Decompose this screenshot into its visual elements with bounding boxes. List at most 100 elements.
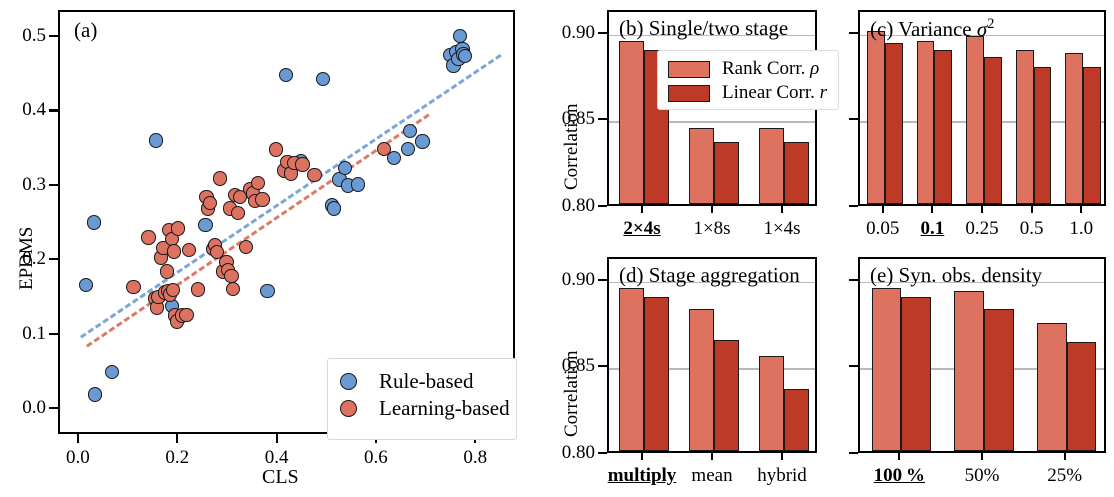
scatter-point xyxy=(198,217,213,232)
bar-y-tick-label: 0.85 xyxy=(561,108,595,130)
scatter-point xyxy=(126,280,141,295)
bar xyxy=(1066,341,1097,451)
sigma-symbol: σ xyxy=(976,17,988,41)
panel-e-title: (e) Syn. obs. density xyxy=(870,263,1043,287)
scatter-y-tick-label: 0.2 xyxy=(22,248,46,270)
scatter-point xyxy=(159,264,174,279)
bar-category-label: 2×4s xyxy=(623,218,661,239)
legend-marker-icon xyxy=(340,400,357,417)
bar-y-tick xyxy=(849,452,858,455)
panel-a-title: (a) xyxy=(74,18,98,42)
bar xyxy=(866,30,885,204)
bar-x-tick xyxy=(981,453,983,460)
scatter-y-tick-label: 0.0 xyxy=(22,396,46,418)
bar-category-label: 100 % xyxy=(873,465,925,486)
panel-b-bars: (b) Single/two stage Correlation 2×4s 1×8… xyxy=(545,0,839,250)
panel-c-title: (c) Variance σ2 xyxy=(870,16,994,42)
scatter-point xyxy=(307,167,322,183)
bar-category-label: 0.5 xyxy=(1019,218,1044,239)
bar-y-tick xyxy=(598,118,607,121)
scatter-y-tick-label: 0.4 xyxy=(22,99,46,121)
scatter-point xyxy=(255,192,270,207)
scatter-point xyxy=(250,175,265,191)
bar-x-tick xyxy=(711,206,713,213)
bar xyxy=(714,340,740,451)
panel-d-plot-area xyxy=(607,257,817,453)
scatter-legend-item: Rule-based xyxy=(340,368,500,395)
bar-category-label: 50% xyxy=(964,465,1000,486)
bar-y-tick xyxy=(849,31,858,34)
bar-category-label: 1.0 xyxy=(1069,218,1094,239)
bar xyxy=(916,40,935,204)
scatter-point xyxy=(268,142,284,157)
bar-x-tick xyxy=(641,453,643,460)
scatter-point xyxy=(166,283,181,298)
trendline-rule-based xyxy=(79,54,502,339)
scatter-point xyxy=(179,307,194,322)
scatter-legend: Rule-based Learning-based xyxy=(327,358,517,440)
scatter-x-tick-label: 0.2 xyxy=(165,447,190,468)
scatter-legend-item: Learning-based xyxy=(340,395,510,422)
panel-b-title: (b) Single/two stage xyxy=(619,16,789,40)
scatter-point xyxy=(415,134,430,149)
scatter-point xyxy=(167,244,182,259)
bar-y-tick xyxy=(849,365,858,368)
scatter-point xyxy=(171,221,186,236)
bar xyxy=(901,296,932,451)
scatter-point xyxy=(260,283,275,299)
bar-x-tick xyxy=(781,453,783,460)
scatter-point xyxy=(148,133,164,148)
bar-legend-label: Linear Corr. r xyxy=(722,82,828,103)
panel-d-bars: (d) Stage aggregation Correlation multip… xyxy=(545,247,830,497)
scatter-point xyxy=(350,177,366,192)
scatter-point xyxy=(295,157,310,172)
bar-y-tick xyxy=(849,118,858,121)
legend-symbol: r xyxy=(819,82,828,103)
bar-y-tick-label: 0.80 xyxy=(561,442,595,463)
scatter-point xyxy=(141,230,156,245)
bar xyxy=(644,296,670,451)
bar xyxy=(1036,322,1067,451)
bar-y-tick xyxy=(849,205,858,208)
bar xyxy=(1033,66,1052,204)
bar xyxy=(784,141,810,204)
bar xyxy=(1083,66,1102,204)
sigma-exponent: 2 xyxy=(987,16,995,32)
bar-x-tick xyxy=(781,206,783,213)
bar-y-tick-label: 0.85 xyxy=(561,355,595,377)
scatter-point xyxy=(104,364,120,380)
gridline xyxy=(860,34,1104,37)
scatter-point xyxy=(327,201,342,216)
bar-x-tick xyxy=(981,206,983,213)
bar-y-tick-label: 0.90 xyxy=(561,21,595,43)
bar-x-tick xyxy=(1080,206,1083,213)
scatter-y-tick-label: 0.1 xyxy=(22,322,46,344)
scatter-x-tick xyxy=(275,434,278,443)
bar-y-tick xyxy=(849,278,858,281)
bar-y-tick xyxy=(598,452,607,455)
bar-x-tick xyxy=(1063,453,1066,460)
scatter-y-tick xyxy=(49,332,58,335)
gridline xyxy=(609,281,815,284)
scatter-point xyxy=(78,277,94,293)
scatter-point xyxy=(212,171,228,186)
panel-e-plot-area xyxy=(858,257,1106,453)
bar xyxy=(1065,53,1084,204)
scatter-point xyxy=(376,141,392,157)
legend-swatch-icon xyxy=(668,84,710,102)
bar-y-tick xyxy=(598,365,607,368)
bar xyxy=(688,127,714,204)
scatter-x-tick-label: 0.0 xyxy=(65,447,90,468)
bar-x-tick xyxy=(931,206,934,213)
bar-x-tick xyxy=(1030,206,1033,213)
legend-swatch-icon xyxy=(668,60,710,78)
panel-c-title-prefix: (c) Variance xyxy=(870,17,977,41)
panel-c-plot-area xyxy=(858,10,1106,206)
scatter-y-tick xyxy=(49,109,58,112)
bar-category-label: 1×4s xyxy=(763,218,801,239)
bar xyxy=(618,287,644,451)
scatter-point xyxy=(202,195,218,211)
bar-y-tick xyxy=(598,205,607,208)
bar xyxy=(758,127,784,204)
scatter-y-tick xyxy=(49,406,58,410)
